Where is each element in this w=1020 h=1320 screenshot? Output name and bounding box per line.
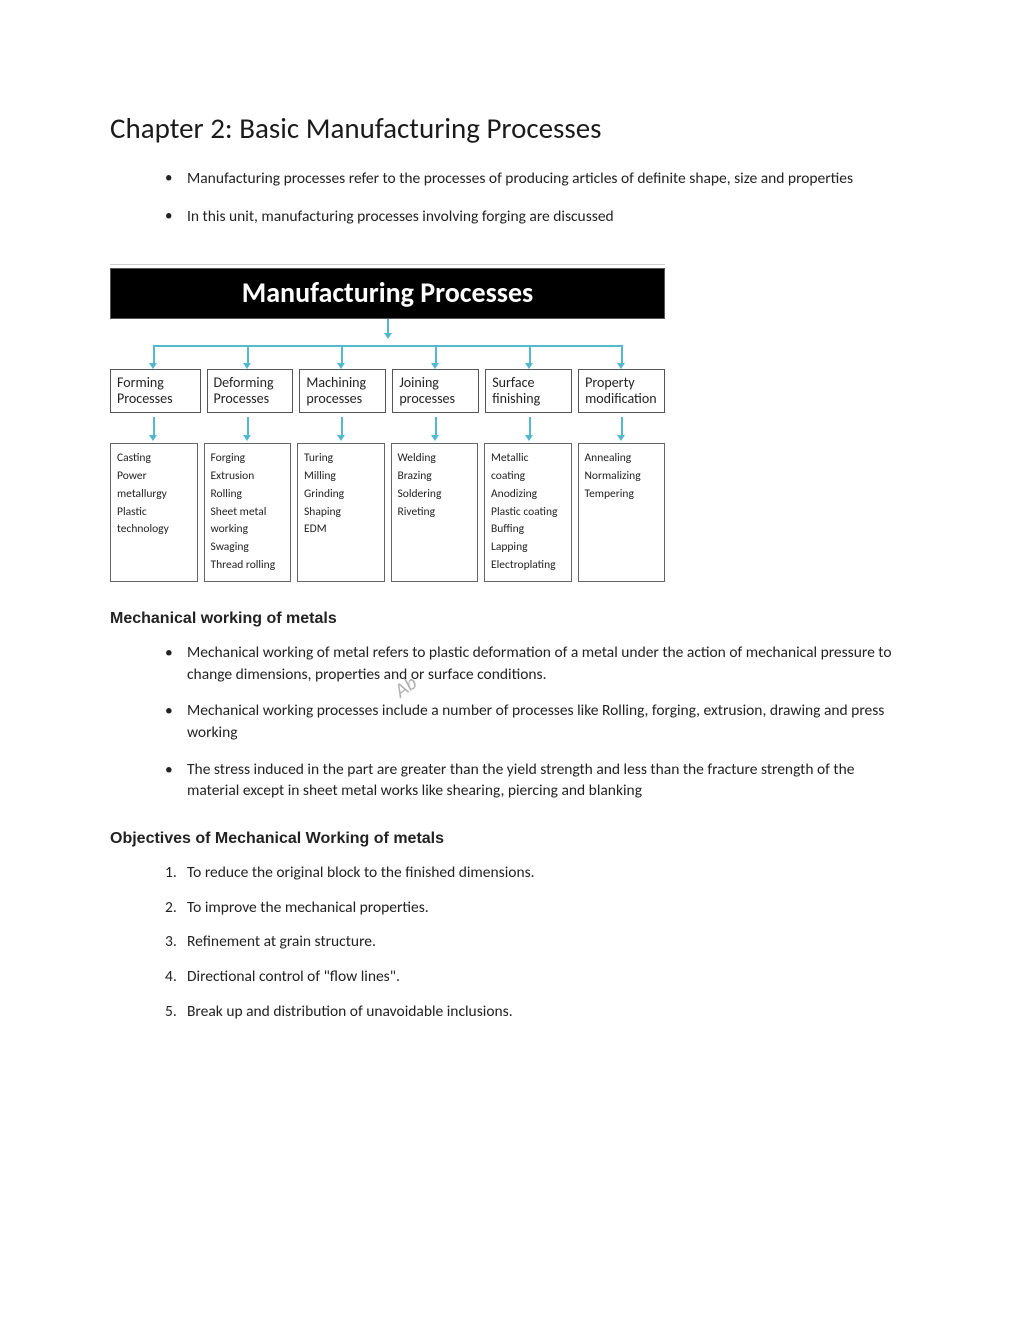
list-item: Break up and distribution of unavoidable…: [165, 1001, 910, 1023]
diagram-subcategory-row: CastingPower metallurgyPlastic technolog…: [110, 443, 665, 582]
diagram-title: Manufacturing Processes: [110, 268, 665, 319]
diagram-sub-item: Extrusion: [211, 468, 285, 486]
list-item: The stress induced in the part are great…: [165, 759, 910, 802]
diagram-category-box: Machining processes: [299, 369, 386, 413]
diagram-sub-item: Normalizing: [585, 468, 659, 486]
diagram-connector-mid: [110, 413, 665, 443]
diagram-category-row: Forming Processes Deforming Processes Ma…: [110, 369, 665, 413]
diagram-sub-item: Annealing: [585, 450, 659, 468]
intro-bullet-list: Manufacturing processes refer to the pro…: [110, 168, 910, 229]
diagram-sub-item: Milling: [304, 468, 378, 486]
chapter-title: Chapter 2: Basic Manufacturing Processes: [110, 110, 910, 146]
list-item: Refinement at grain structure.: [165, 931, 910, 953]
diagram-sub-item: EDM: [304, 521, 378, 539]
section-heading-mechanical-working: Mechanical working of metals: [110, 610, 910, 628]
diagram-sub-box: TuringMillingGrindingShapingEDM: [297, 443, 385, 582]
intro-bullet: Manufacturing processes refer to the pro…: [165, 168, 910, 190]
diagram-sub-item: Lapping: [491, 539, 565, 557]
diagram-sub-item: Brazing: [398, 468, 472, 486]
diagram-sub-item: Plastic coating: [491, 504, 565, 522]
diagram-sub-box: ForgingExtrusionRollingSheet metal worki…: [204, 443, 292, 582]
diagram-sub-item: Casting: [117, 450, 191, 468]
list-item: To improve the mechanical properties.: [165, 897, 910, 919]
diagram-sub-item: Riveting: [398, 504, 472, 522]
diagram-sub-item: Shaping: [304, 504, 378, 522]
diagram-category-box: Surface finishing: [485, 369, 572, 413]
diagram-category-box: Deforming Processes: [207, 369, 294, 413]
diagram-sub-box: WeldingBrazingSolderingRiveting: [391, 443, 479, 582]
diagram-sub-item: Grinding: [304, 486, 378, 504]
diagram-sub-item: Tempering: [585, 486, 659, 504]
section-heading-objectives: Objectives of Mechanical Working of meta…: [110, 830, 910, 848]
diagram-category-box: Joining processes: [392, 369, 479, 413]
diagram-sub-item: Welding: [398, 450, 472, 468]
intro-bullet: In this unit, manufacturing processes in…: [165, 206, 910, 228]
diagram-sub-item: Swaging: [211, 539, 285, 557]
diagram-category-box: Property modification: [578, 369, 665, 413]
diagram-sub-box: AnnealingNormalizingTempering: [578, 443, 666, 582]
diagram-sub-item: Thread rolling: [211, 557, 285, 575]
diagram-sub-box: CastingPower metallurgyPlastic technolog…: [110, 443, 198, 582]
diagram-connector-top: [110, 319, 665, 369]
list-item: Mechanical working processes include a n…: [165, 700, 910, 743]
diagram-sub-item: Anodizing: [491, 486, 565, 504]
diagram-sub-item: Soldering: [398, 486, 472, 504]
diagram-sub-item: Power metallurgy: [117, 468, 191, 504]
objectives-list: To reduce the original block to the fini…: [110, 862, 910, 1022]
diagram-sub-item: Electroplating: [491, 557, 565, 575]
diagram-sub-item: Forging: [211, 450, 285, 468]
list-item: To reduce the original block to the fini…: [165, 862, 910, 884]
diagram-category-box: Forming Processes: [110, 369, 201, 413]
diagram-sub-item: Metallic coating: [491, 450, 565, 486]
manufacturing-processes-diagram: Manufacturing Processes Forming Processe…: [110, 264, 665, 582]
diagram-sub-item: Turing: [304, 450, 378, 468]
diagram-sub-item: Plastic technology: [117, 504, 191, 540]
diagram-sub-item: Sheet metal working: [211, 504, 285, 540]
mechanical-working-bullets: Mechanical working of metal refers to pl…: [110, 642, 910, 802]
diagram-sub-box: Metallic coatingAnodizingPlastic coating…: [484, 443, 572, 582]
diagram-sub-item: Buffing: [491, 521, 565, 539]
list-item: Mechanical working of metal refers to pl…: [165, 642, 910, 685]
list-item: Directional control of "flow lines".: [165, 966, 910, 988]
diagram-sub-item: Rolling: [211, 486, 285, 504]
